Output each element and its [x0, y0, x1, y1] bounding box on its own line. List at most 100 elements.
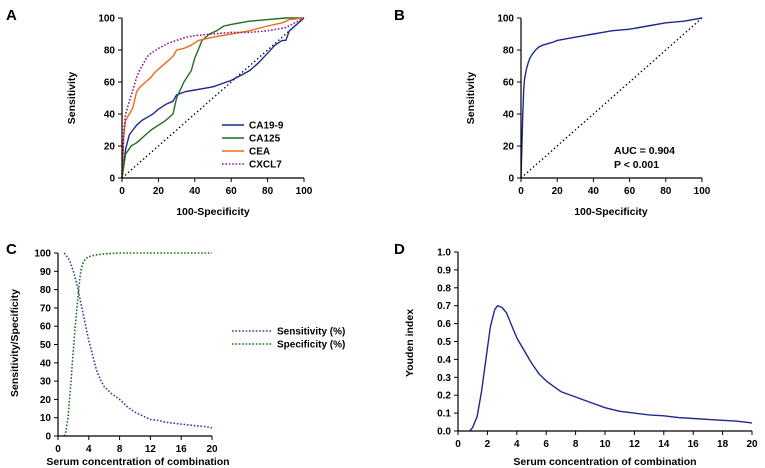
panel-b-x-tick-label: 20: [552, 186, 564, 197]
panel-c-legend: Sensitivity (%) Specificity (%): [232, 327, 345, 351]
panel-d-x-tick-label: 8: [573, 439, 579, 450]
panel-b-y-tick-label: 40: [503, 110, 515, 121]
panel-b-roc-chart: 0 20 40 60 80 100 0 20 40 60 80 100 100-Specificity…: [465, 14, 711, 219]
panel-b-x-tick-label: 100: [694, 186, 711, 197]
panel-label-c: C: [6, 241, 17, 258]
panel-d-y-tick-label: 0.3: [437, 373, 451, 384]
panel-c-y-tick-label: 0: [45, 432, 51, 443]
panel-c-x-tick-label: 12: [145, 444, 157, 455]
panel-a-x-tick-label: 80: [262, 186, 274, 197]
panel-a-series-cxcl7: [121, 17, 305, 179]
panel-b-y-tick-label: 100: [497, 14, 514, 25]
panel-b-y-tick-label: 0: [508, 174, 514, 185]
panel-b-reference-line: [520, 17, 703, 179]
panel-a-x-tick-label: 0: [119, 186, 125, 197]
panel-b-auc-annotation: AUC = 0.904: [614, 145, 675, 157]
panel-a-series-ca125: [121, 17, 304, 179]
panel-a-y-tick-label: 0: [109, 174, 115, 185]
panel-c-x-tick-label: 0: [55, 444, 61, 455]
panel-c-y-label: Sensitivity/Specificity: [9, 289, 21, 397]
panel-b-p-annotation: P < 0.001: [614, 159, 659, 171]
panel-d-x-tick-label: 2: [485, 439, 491, 450]
panel-b-x-label: 100-Specificity: [574, 206, 648, 218]
legend-label: CEA: [249, 147, 270, 158]
panel-b-x-tick-label: 60: [624, 186, 636, 197]
panel-c-x-tick-label: 20: [206, 444, 218, 455]
panel-c-y-tick-label: 80: [40, 285, 52, 296]
panel-d-x-tick-label: 12: [629, 439, 641, 450]
panel-a-x-tick-label: 100: [296, 186, 313, 197]
panel-label-d: D: [394, 241, 405, 258]
panel-c-y-tick-label: 70: [40, 303, 52, 314]
panel-c-x-tick-label: 8: [117, 444, 123, 455]
panel-a-y-tick-label: 40: [104, 110, 116, 121]
panel-d-x-label: Serum concentration of combination: [513, 456, 696, 468]
panel-b-series-combination: [520, 17, 703, 179]
panel-b-x-tick-label: 0: [518, 186, 524, 197]
panel-d-y-tick-label: 0.7: [437, 301, 451, 312]
panel-b-y-tick-label: 20: [503, 142, 515, 153]
panel-d-y-tick-label: 0.0: [437, 427, 451, 438]
panel-d-y-tick-label: 0.5: [437, 337, 451, 348]
panel-d-y-tick-label: 0.1: [437, 409, 451, 420]
panel-a-legend: CA19-9 CA125 CEA CXCL7: [222, 121, 284, 171]
panel-c-x-label: Serum concentration of combination: [46, 456, 229, 468]
panel-d-y-tick-label: 1.0: [437, 248, 451, 259]
panel-a-x-label: 100-Specificity: [176, 206, 250, 218]
panel-c-x-tick-label: 16: [176, 444, 188, 455]
panel-d-x-tick-label: 6: [543, 439, 549, 450]
panel-d-y-tick-label: 0.8: [437, 283, 451, 294]
panel-c-y-tick-label: 60: [40, 322, 52, 333]
panel-a-y-tick-label: 80: [104, 46, 116, 57]
panel-d-x-tick-label: 14: [658, 439, 670, 450]
panel-label-a: A: [6, 7, 17, 24]
panel-b-y-tick-label: 80: [503, 46, 515, 57]
panel-d-series-youden-index: [469, 305, 753, 432]
panel-d-y-tick-label: 0.4: [437, 355, 451, 366]
panel-c-y-tick-label: 100: [34, 249, 51, 260]
panel-a-x-tick-label: 60: [226, 186, 238, 197]
legend-label: CXCL7: [249, 160, 282, 171]
panel-d-youden-chart: 0 2 4 6 8 10 12 14 16 18 20 0.0 0.1 0.2 0.3 0.4 0.5 0.6 0.…: [404, 248, 758, 468]
panel-a-y-tick-label: 60: [104, 78, 116, 89]
panel-a-y-label: Sensitivity: [66, 72, 78, 125]
panel-label-b: B: [394, 7, 405, 24]
panel-a-x-tick-label: 20: [153, 186, 165, 197]
legend-label: CA19-9: [249, 121, 284, 132]
panel-c-series-sensitivity: [63, 252, 213, 429]
panel-c-y-tick-label: 30: [40, 377, 52, 388]
panel-c-y-tick-label: 50: [40, 340, 52, 351]
panel-a-y-tick-label: 100: [98, 14, 115, 25]
panel-d-y-label: Youden index: [404, 309, 416, 377]
legend-label: CA125: [249, 134, 281, 145]
panel-c-y-tick-label: 90: [40, 267, 52, 278]
panel-a-series-cea: [121, 17, 305, 179]
panel-d-x-tick-label: 18: [717, 439, 729, 450]
panel-a-x-tick-label: 40: [189, 186, 201, 197]
panel-a-reference-line: [121, 17, 305, 179]
panel-a-y-tick-label: 20: [104, 142, 116, 153]
legend-label: Specificity (%): [277, 340, 345, 351]
panel-b-x-tick-label: 40: [588, 186, 600, 197]
panel-c-sens-spec-chart: 0 4 8 12 16 20 0 10 20 30 40 50 60 70 80 90 100 Serum co…: [9, 249, 345, 468]
legend-label: Sensitivity (%): [277, 327, 345, 338]
panel-d-y-tick-label: 0.2: [437, 391, 451, 402]
panel-c-x-tick-label: 4: [86, 444, 92, 455]
panel-d-x-tick-label: 4: [514, 439, 520, 450]
panel-c-series-specificity: [63, 252, 212, 437]
panel-d-x-tick-label: 20: [746, 439, 758, 450]
panel-c-y-tick-label: 40: [40, 358, 52, 369]
panel-a-series-ca19-9: [121, 17, 305, 179]
panel-b-y-tick-label: 60: [503, 78, 515, 89]
panel-d-x-tick-label: 16: [688, 439, 700, 450]
panel-d-y-tick-label: 0.6: [437, 319, 451, 330]
panel-b-x-tick-label: 80: [660, 186, 672, 197]
panel-c-y-tick-label: 10: [40, 413, 52, 424]
panel-d-x-tick-label: 0: [455, 439, 461, 450]
panel-a-roc-chart: 0 20 40 60 80 100 0 20 40 60 80 100 100-Specificity…: [66, 14, 313, 219]
panel-d-x-tick-label: 10: [599, 439, 611, 450]
panel-b-y-label: Sensitivity: [465, 72, 477, 125]
panel-d-y-tick-label: 0.9: [437, 265, 451, 276]
panel-c-y-tick-label: 20: [40, 395, 52, 406]
